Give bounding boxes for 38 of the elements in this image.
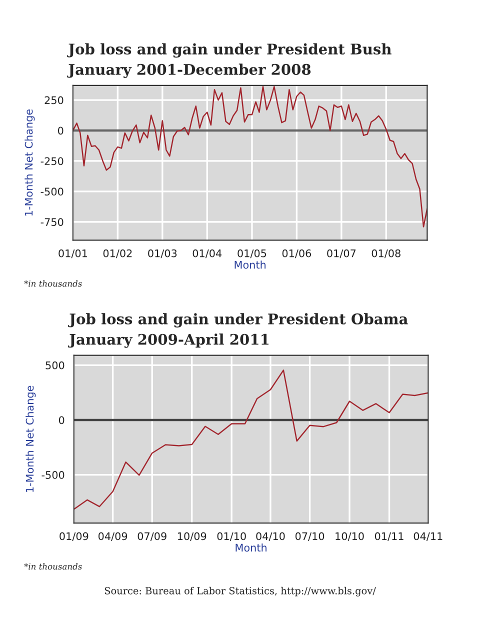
x-tick-label: 04/10 — [256, 532, 285, 541]
y-tick-label: 250 — [44, 96, 64, 104]
x-tick-label: 01/04 — [192, 249, 222, 258]
x-tick-label: 01/08 — [372, 249, 400, 258]
x-tick-label: 01/07 — [327, 249, 356, 258]
x-tick-label: 01/10 — [217, 532, 246, 541]
x-tick-label: 01/05 — [238, 249, 266, 258]
y-tick-label: 500 — [46, 361, 64, 370]
x-tick-label: 04/09 — [98, 532, 128, 541]
x-axis-title: Month — [236, 544, 266, 552]
y-tick-label: -750 — [40, 218, 64, 226]
x-tick-label: 04/11 — [414, 532, 442, 541]
source-note: Source: Bureau of Labor Statistics, http://www.bls.gov/ — [104, 586, 376, 596]
x-tick-label: 10/09 — [178, 532, 206, 541]
y-axis-title: 1-Month Net Change — [26, 386, 36, 492]
chart-title: Job loss and gain under President Obama — [68, 313, 408, 328]
y-tick-label: 0 — [58, 126, 64, 135]
chart-subtitle: January 2009-April 2011 — [68, 334, 268, 348]
x-tick-label: 01/02 — [103, 249, 132, 258]
y-tick-label: -500 — [40, 188, 64, 196]
x-tick-label: 01/09 — [60, 532, 88, 541]
text: *in thousands — [24, 280, 82, 287]
x-tick-label: 01/03 — [148, 249, 177, 258]
y-tick-label: -500 — [42, 471, 64, 479]
y-tick-label: 0 — [58, 416, 64, 424]
y-axis-title: 1-Month Net Change — [24, 109, 35, 216]
text: *in thousands — [24, 563, 82, 570]
y-tick-label: -250 — [40, 157, 64, 166]
x-tick-label: 01/11 — [374, 532, 404, 541]
x-tick-label: 01/01 — [58, 249, 88, 258]
x-tick-label: 07/10 — [295, 532, 324, 541]
x-axis-title: Month — [234, 260, 266, 269]
chart-subtitle: January 2001-December 2008 — [67, 64, 311, 78]
x-tick-label: 01/06 — [282, 249, 312, 258]
line-series — [74, 370, 428, 510]
x-tick-label: 07/09 — [138, 532, 166, 541]
chart-title: Job loss and gain under President Bush — [67, 43, 392, 58]
x-tick-label: 10/10 — [336, 532, 364, 541]
